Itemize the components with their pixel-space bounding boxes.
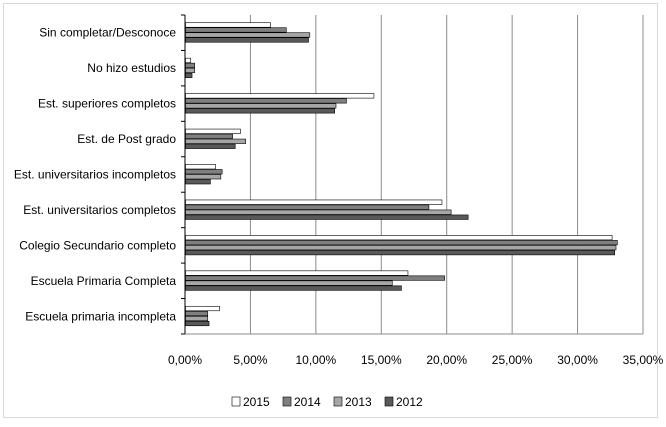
category-label: No hizo estudios xyxy=(87,61,176,75)
bar-2012 xyxy=(185,320,210,327)
bar-2014 xyxy=(185,62,195,68)
category-label: Colegio Secundario completo xyxy=(19,238,176,252)
legend-label: 2013 xyxy=(345,395,372,409)
category-labels: Sin completar/Desconoce No hizo estudios E… xyxy=(14,26,176,324)
category-label: Escuela Primaria Completa xyxy=(31,274,177,288)
bar-2012 xyxy=(185,250,616,256)
bar-2012 xyxy=(185,108,335,114)
bar-2015 xyxy=(185,199,443,205)
legend-swatch-2013 xyxy=(333,396,343,407)
bar-2014 xyxy=(185,204,430,210)
x-tick-label: 20,00% xyxy=(426,353,467,367)
category-label: Escuela primaria incompleta xyxy=(25,309,176,323)
bar-2015 xyxy=(185,305,220,312)
bar-2012 xyxy=(185,285,402,291)
legend: 2015 2014 2013 2012 xyxy=(231,395,423,409)
bar-2013 xyxy=(185,245,617,251)
bar-2012 xyxy=(185,37,309,43)
bar-2014 xyxy=(185,169,223,175)
bar-2015 xyxy=(185,164,216,170)
category-label: Sin completar/Desconoce xyxy=(39,26,176,40)
legend-label: 2014 xyxy=(294,395,321,409)
x-tick-label: 15,00% xyxy=(361,353,402,367)
bar-2015 xyxy=(185,93,375,99)
bar-2014 xyxy=(185,240,618,246)
legend-swatch-2015 xyxy=(231,396,241,407)
bar-2014 xyxy=(185,27,287,33)
bar-2012 xyxy=(185,143,236,149)
bar-2015 xyxy=(185,128,241,134)
bar-2013 xyxy=(185,103,337,109)
x-tick-label: 35,00% xyxy=(623,353,664,367)
category-label: Est. universitarios incompletos xyxy=(14,168,176,182)
x-tick-label: 30,00% xyxy=(557,353,598,367)
bar-2012 xyxy=(185,214,469,220)
x-tick-label: 5,00% xyxy=(233,353,267,367)
category-label: Est. superiores completos xyxy=(38,97,176,111)
bar-2013 xyxy=(185,315,209,322)
x-tick-label: 10,00% xyxy=(296,353,337,367)
bar-2014 xyxy=(185,275,445,281)
bar-2013 xyxy=(185,138,246,144)
bar-2013 xyxy=(185,209,452,215)
bar-2012 xyxy=(185,72,193,78)
x-tick-label: 0,00% xyxy=(168,353,202,367)
bar-2014 xyxy=(185,133,233,139)
legend-swatch-2012 xyxy=(384,396,394,407)
bar-2015 xyxy=(185,270,409,276)
x-tick-label: 25,00% xyxy=(492,353,533,367)
bar-2014 xyxy=(185,98,347,104)
bar-2015 xyxy=(185,235,613,241)
bar-2015 xyxy=(185,22,271,28)
bar-2013 xyxy=(185,67,195,73)
legend-label: 2015 xyxy=(243,395,270,409)
bar-2015 xyxy=(185,57,192,63)
category-label: Est. universitarios completos xyxy=(23,203,176,217)
axes xyxy=(181,14,643,335)
bar-2012 xyxy=(185,179,211,185)
bar-2013 xyxy=(185,280,393,286)
legend-label: 2012 xyxy=(396,395,423,409)
bar-2013 xyxy=(185,174,222,180)
legend-swatch-2014 xyxy=(282,396,292,407)
bar-2013 xyxy=(185,32,311,38)
category-label: Est. de Post grado xyxy=(77,132,176,146)
bar-2014 xyxy=(185,310,209,317)
x-tick-labels: 0,00% 5,00% 10,00% 15,00% 20,00% 25,00% 30,00%… xyxy=(168,353,664,367)
